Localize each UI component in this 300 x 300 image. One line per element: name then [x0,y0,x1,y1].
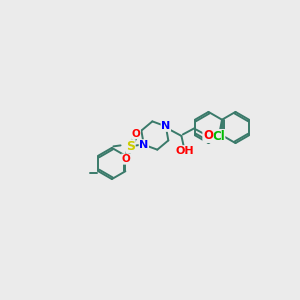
Text: O: O [122,154,130,164]
Text: N: N [161,121,170,131]
Text: O: O [203,129,213,142]
Text: S: S [126,140,135,153]
Text: N: N [139,140,148,150]
Text: OH: OH [176,146,194,156]
Text: O: O [132,128,140,139]
Text: Cl: Cl [212,130,225,142]
